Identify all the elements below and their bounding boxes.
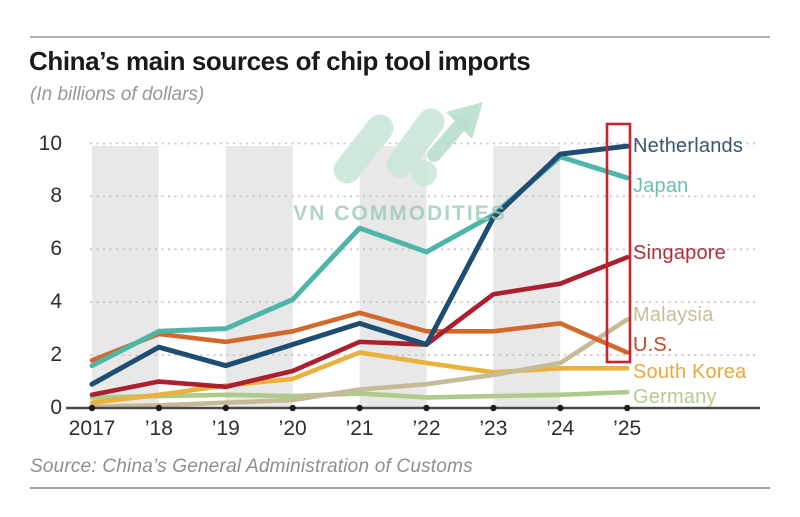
- x-axis-label: ’21: [345, 417, 374, 440]
- source-note: Source: China’s General Administration o…: [30, 456, 473, 477]
- series-line-singapore: [89, 254, 630, 398]
- year-band: [225, 146, 293, 407]
- series-end-label-malaysia: Malaysia: [633, 304, 714, 327]
- axis-tick-dot: [356, 404, 363, 412]
- bottom-divider: [30, 487, 770, 489]
- axis-tick-dot: [423, 404, 430, 412]
- series-line-germany: [89, 389, 630, 400]
- y-axis-label: 10: [38, 131, 62, 155]
- x-axis-label: 2017: [68, 417, 116, 440]
- series-end-label-japan: Japan: [633, 174, 689, 197]
- series-end-label-singapore: Singapore: [633, 242, 726, 265]
- axis-tick-dot: [624, 404, 631, 412]
- x-axis-label: ’23: [479, 417, 508, 440]
- y-axis-label: 4: [50, 290, 62, 314]
- y-axis-label: 0: [50, 396, 62, 419]
- watermark-arrow-icon: [427, 116, 469, 162]
- highlight-box-2025: [605, 122, 632, 364]
- axis-tick-dot: [88, 404, 96, 412]
- year-band: [359, 146, 427, 407]
- chart-title: China’s main sources of chip tool import…: [29, 46, 531, 76]
- axis-tick-dot: [490, 404, 497, 412]
- y-axis-label: 6: [50, 237, 62, 261]
- watermark-arrowhead-icon: [446, 102, 483, 139]
- axis-tick-dot: [289, 404, 296, 412]
- watermark-text: VN COMMODITIES: [293, 202, 507, 225]
- top-divider: [30, 36, 770, 38]
- watermark-bar-icon: [333, 114, 394, 184]
- axis-tick-dot: [155, 404, 163, 412]
- series-end-label-u-s: U.S.: [633, 334, 673, 357]
- series-end-label-south-korea: South Korea: [633, 361, 747, 384]
- series-line-netherlands: [89, 143, 630, 387]
- x-axis-label: ’19: [211, 417, 240, 440]
- y-axis-label: 8: [50, 184, 62, 208]
- y-axis-label: 2: [50, 343, 62, 367]
- chart-subtitle: (In billions of dollars): [30, 84, 205, 105]
- series-end-label-germany: Germany: [633, 386, 717, 409]
- axis-tick-dot: [222, 404, 229, 412]
- x-axis-label: ’25: [613, 417, 642, 440]
- x-axis-label: ’20: [278, 417, 307, 440]
- watermark-dot-icon: [411, 160, 437, 186]
- x-axis-label: ’22: [412, 417, 441, 440]
- series-end-label-netherlands: Netherlands: [633, 135, 744, 158]
- series-line-malaysia: [89, 317, 630, 409]
- x-axis-label: ’18: [144, 417, 173, 440]
- watermark-bar-icon: [386, 108, 445, 178]
- series-line-south-korea: [89, 350, 630, 406]
- x-axis-label: ’24: [546, 417, 575, 440]
- series-line-u-s: [89, 310, 630, 363]
- axis-tick-dot: [557, 404, 564, 412]
